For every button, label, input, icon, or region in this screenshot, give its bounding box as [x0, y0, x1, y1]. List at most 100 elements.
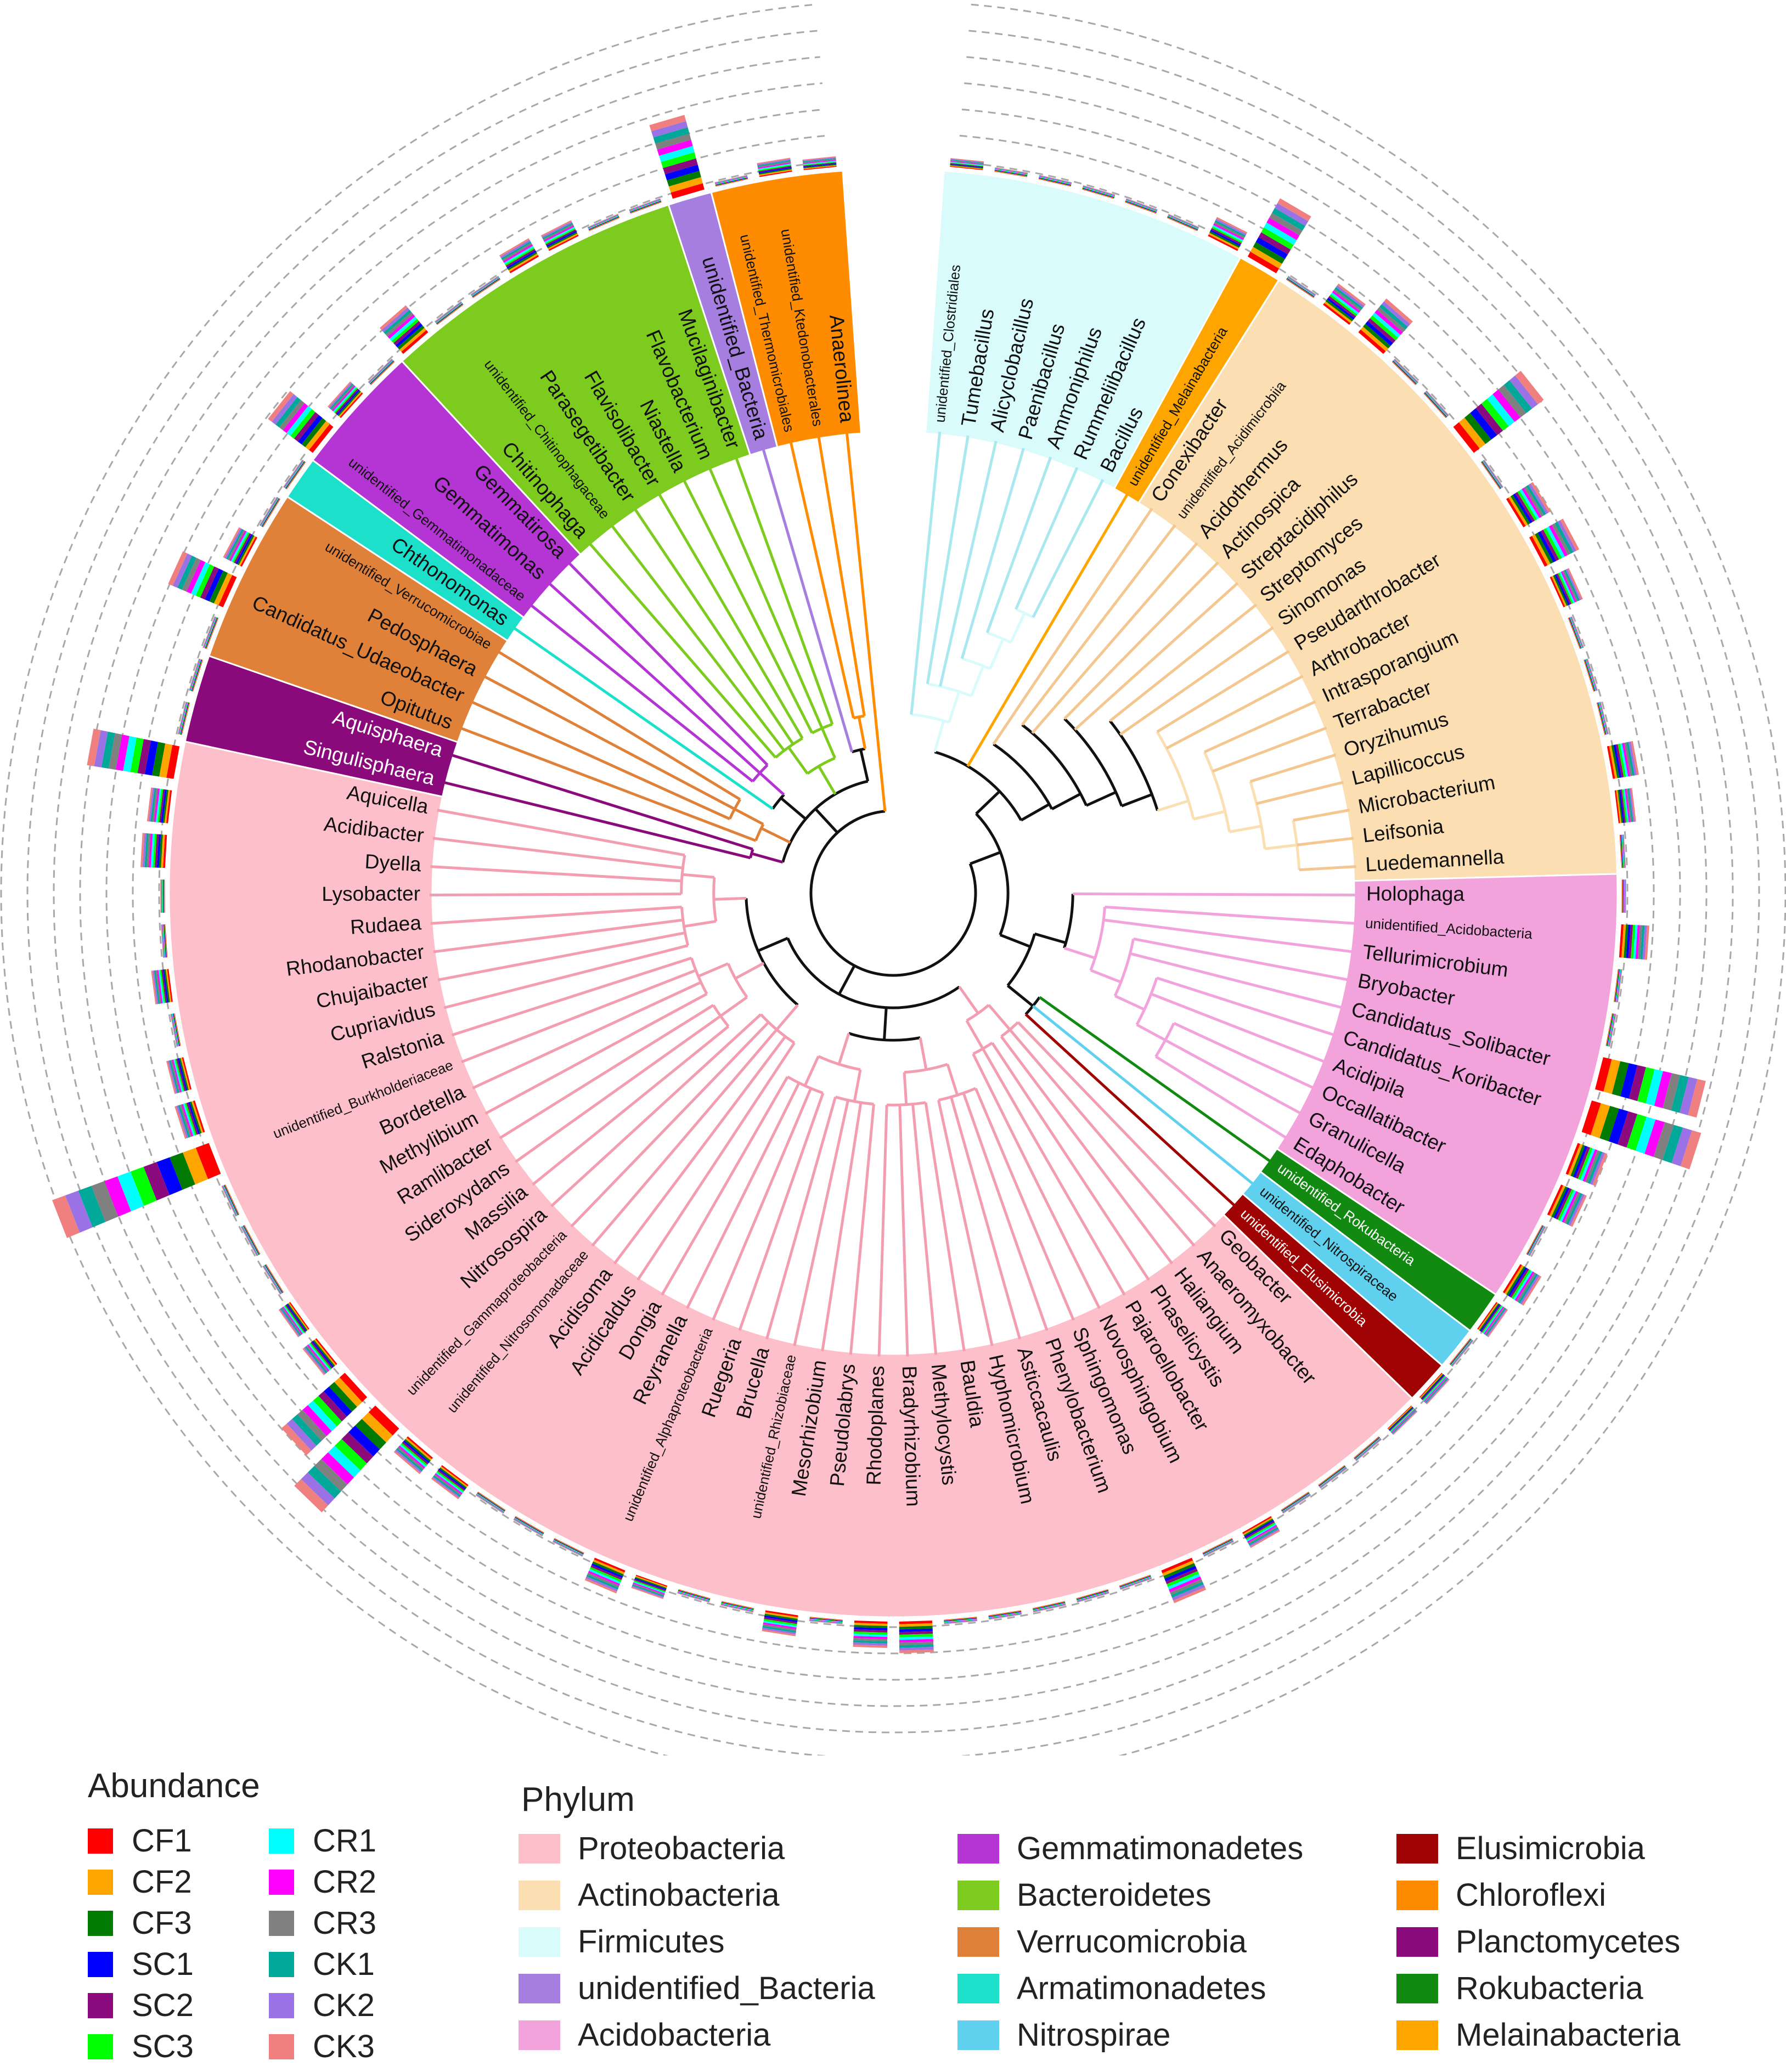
abundance-bar-segment: [172, 1059, 182, 1093]
abundance-bar-segment: [1566, 1193, 1583, 1225]
abundance-bar-segment: [994, 170, 1028, 176]
abundance-bar-segment: [1481, 1305, 1501, 1333]
abundance-bar-segment: [1599, 702, 1608, 735]
legend-swatch: [519, 1833, 560, 1864]
abundance-bar-segment: [546, 230, 577, 247]
abundance-bar-segment: [944, 1618, 977, 1622]
abundance-bar-segment: [1318, 1465, 1345, 1486]
abundance-bar-segment: [994, 170, 1028, 176]
abundance-bar-segment: [1624, 924, 1629, 958]
phylogenetic-tree: unidentified_ClostridialesTumebacillusAl…: [0, 3, 1786, 1755]
branch-stem: [759, 772, 785, 796]
legend-swatch: [88, 1910, 113, 1936]
abundance-bar-segment: [260, 496, 278, 526]
abundance-bar-segment: [1484, 1306, 1505, 1335]
abundance-bar-segment: [1511, 1269, 1531, 1299]
leaf-branch: [1009, 1029, 1196, 1247]
abundance-bar-segment: [165, 969, 172, 1002]
abundance-bar-segment: [1564, 569, 1580, 601]
abundance-bar-segment: [368, 359, 393, 383]
phylum-legend-item: Acidobacteria: [519, 2017, 770, 2053]
abundance-bar-segment: [630, 202, 662, 214]
abundance-bar-segment: [1214, 222, 1245, 239]
abundance-bar-segment: [803, 164, 837, 168]
branch-stem: [757, 936, 788, 952]
abundance-bar-segment: [476, 1493, 505, 1512]
abundance-bar-segment: [281, 1307, 302, 1335]
abundance-bar-segment: [1623, 879, 1624, 913]
abundance-bar-segment: [1423, 1376, 1447, 1402]
phylum-legend-item: Gemmatimonadetes: [957, 1830, 1303, 1867]
abundance-bar-segment: [180, 1057, 190, 1091]
abundance-bar-segment: [179, 702, 188, 735]
abundance-bar-segment: [678, 1590, 710, 1600]
abundance-bar-segment: [1600, 702, 1609, 735]
abundance-bar-segment: [309, 424, 334, 453]
abundance-bar-segment: [1520, 1274, 1540, 1305]
abundance-bar-segment: [1608, 1013, 1615, 1047]
abundance-bar-segment: [1559, 572, 1575, 603]
abundance-bar-segment: [762, 1627, 796, 1635]
abundance-bar-segment: [1288, 276, 1316, 295]
abundance-bar-segment: [1529, 1227, 1546, 1256]
abundance-bar-segment: [1365, 321, 1394, 346]
abundance-bar-segment: [1168, 214, 1199, 229]
leaf-branch: [821, 1102, 863, 1352]
abundance-bar-segment: [1083, 187, 1115, 197]
abundance-bar-segment: [1212, 226, 1243, 244]
abundance-bar-segment: [1481, 461, 1502, 489]
abundance-bar-segment: [653, 127, 690, 144]
abundance-bar-segment: [405, 1437, 432, 1461]
abundance-bar-segment: [170, 1059, 181, 1093]
abundance-bar-segment: [1421, 1374, 1445, 1400]
abundance-bar-segment: [1597, 702, 1605, 735]
abundance-bar-segment: [242, 1226, 258, 1256]
abundance-bar-segment: [259, 496, 277, 526]
abundance-bar-segment: [1625, 879, 1626, 913]
abundance-bar-segment: [994, 169, 1028, 175]
abundance-bar-segment: [1354, 1437, 1380, 1459]
abundance-bar-segment: [1032, 1601, 1066, 1609]
legend-swatch: [269, 2034, 294, 2059]
legend-swatch: [269, 1910, 294, 1936]
abundance-bar-segment: [166, 1060, 176, 1094]
abundance-bar-segment: [1208, 233, 1240, 250]
abundance-bar-segment: [899, 1631, 933, 1635]
abundance-bar-segment: [950, 159, 984, 164]
leaf-branch: [924, 1102, 966, 1352]
abundance-bar-segment: [1450, 1339, 1471, 1365]
leaf-branch: [613, 1036, 787, 1264]
abundance-bar-segment: [436, 1471, 465, 1492]
abundance-bar-segment: [1519, 489, 1540, 520]
abundance-bar-segment: [476, 1494, 505, 1513]
legend-label: Rokubacteria: [1456, 1971, 1643, 2006]
abundance-bar-segment: [152, 788, 158, 822]
abundance-bar-segment: [1210, 228, 1242, 245]
abundance-bar-segment: [1451, 1339, 1473, 1366]
abundance-bar-segment: [515, 1516, 544, 1533]
branch-arc: [781, 780, 869, 863]
abundance-bar-segment: [1120, 1577, 1152, 1589]
abundance-bar-segment: [554, 1539, 584, 1555]
abundance-bar-segment: [177, 1058, 188, 1091]
abundance-bar-segment: [336, 389, 360, 415]
abundance-bar-segment: [1425, 391, 1448, 416]
legend-swatch: [957, 1880, 999, 1910]
abundance-bar-segment: [1426, 390, 1449, 416]
abundance-bar-segment: [1526, 1224, 1542, 1255]
abundance-bar-segment: [279, 1308, 300, 1337]
abundance-bar-segment: [311, 1341, 333, 1369]
abundance-bar-segment: [172, 553, 192, 588]
legend-label: Planctomycetes: [1456, 1924, 1681, 1960]
leaf-branch: [570, 1021, 770, 1228]
abundance-bar-segment: [944, 1619, 977, 1623]
abundance-bar-segment: [1203, 1540, 1233, 1556]
legend-label: SC2: [132, 1988, 194, 2023]
abundance-bar-segment: [1615, 969, 1620, 1002]
leaf-branch: [1164, 1038, 1302, 1115]
abundance-bar-segment: [161, 924, 164, 958]
abundance-legend-title: Abundance: [88, 1767, 260, 1805]
abundance-bar-segment: [1598, 702, 1607, 735]
leaf-branch: [712, 1087, 813, 1321]
abundance-bar-segment: [1320, 1467, 1347, 1488]
